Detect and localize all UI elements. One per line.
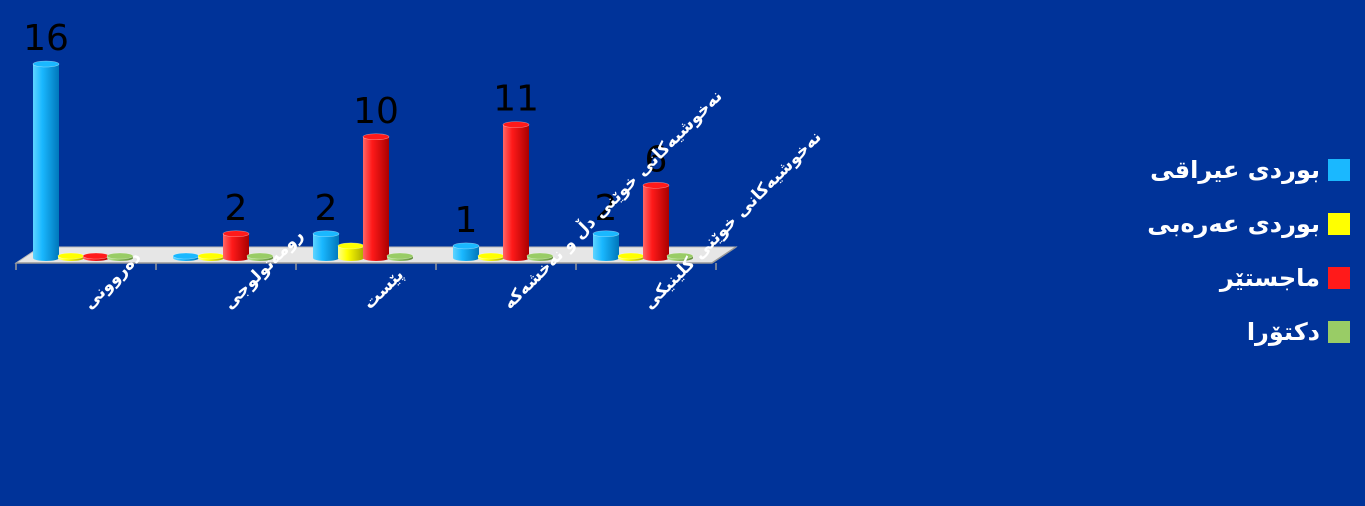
data-label: 2 (595, 188, 618, 229)
legend-label: ماجستێر (1219, 264, 1320, 292)
legend-label: دکتۆرا (1246, 318, 1320, 346)
bar (477, 252, 505, 261)
legend-swatch (1328, 267, 1350, 289)
legend-swatch (1328, 159, 1350, 181)
bar (666, 252, 694, 261)
bar (452, 242, 480, 261)
bar (386, 252, 414, 261)
data-label: 16 (23, 18, 69, 59)
bar (617, 252, 645, 261)
x-axis-side (711, 246, 737, 264)
bar (222, 230, 250, 261)
bar (312, 230, 340, 261)
data-label: 2 (225, 188, 248, 229)
bar (197, 252, 225, 261)
legend-label: بوردی عەرەبی (1147, 210, 1320, 238)
bar (32, 60, 60, 261)
data-label: 2 (315, 188, 338, 229)
bar (592, 230, 620, 261)
data-label: 11 (493, 79, 539, 120)
bar (642, 181, 670, 261)
legend-swatch (1328, 321, 1350, 343)
bar (337, 242, 365, 261)
bar (502, 121, 530, 261)
chart-legend: بوردی عیراقی بوردی عەرەبی ماجستێر دکتۆرا (1080, 143, 1350, 359)
legend-item: بوردی عیراقی (1080, 143, 1350, 197)
bar (526, 252, 554, 261)
category-label: پێست (359, 265, 408, 314)
bar (172, 252, 200, 261)
bar (57, 252, 85, 261)
legend-item: ماجستێر (1080, 251, 1350, 305)
legend-label: بوردی عیراقی (1150, 156, 1320, 184)
data-label: 10 (353, 91, 399, 132)
bar (362, 133, 390, 261)
data-label: 6 (645, 139, 668, 180)
bar (82, 252, 110, 261)
legend-item: بوردی عەرەبی (1080, 197, 1350, 251)
legend-swatch (1328, 213, 1350, 235)
bar (106, 252, 134, 261)
legend-item: دکتۆرا (1080, 305, 1350, 359)
bar (246, 252, 274, 261)
data-label: 1 (455, 200, 478, 241)
